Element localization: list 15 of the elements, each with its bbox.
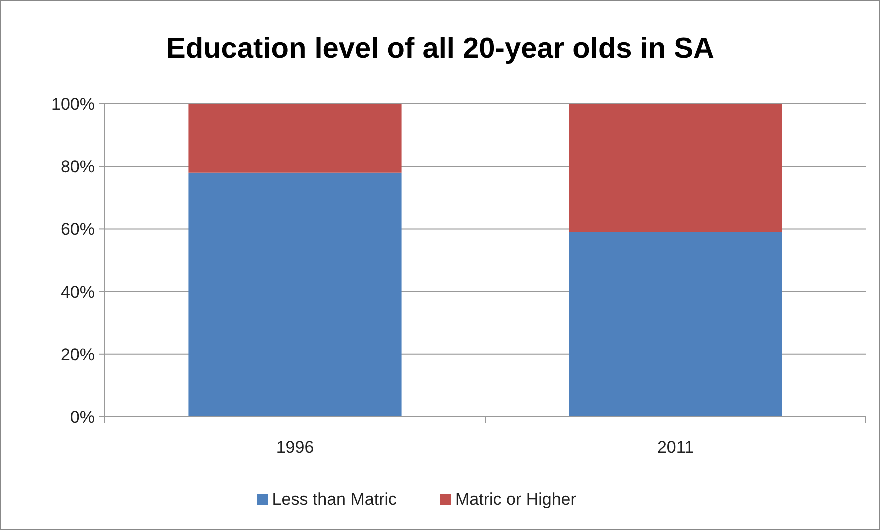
x-tick-label: 2011 bbox=[657, 438, 694, 457]
legend-label: Matric or Higher bbox=[456, 490, 577, 509]
bar bbox=[188, 104, 402, 173]
y-tick-label: 40% bbox=[60, 282, 95, 302]
y-tick-label: 60% bbox=[60, 220, 95, 240]
bar bbox=[188, 172, 402, 417]
y-tick-label: 0% bbox=[70, 408, 95, 427]
bar bbox=[569, 104, 782, 232]
y-tick-label: 20% bbox=[60, 345, 95, 364]
y-tick-label: 100% bbox=[52, 95, 95, 114]
x-tick-label: 1996 bbox=[276, 438, 314, 457]
y-tick-label: 80% bbox=[60, 158, 95, 177]
chart-title: Education level of all 20-year olds in SA bbox=[166, 33, 715, 65]
bar bbox=[569, 232, 782, 417]
legend-label: Less than Matric bbox=[272, 490, 398, 509]
